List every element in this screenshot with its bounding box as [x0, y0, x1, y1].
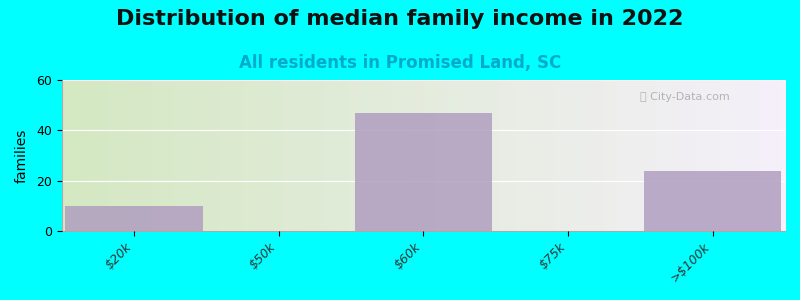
Text: Distribution of median family income in 2022: Distribution of median family income in …: [116, 9, 684, 29]
Bar: [354, 113, 492, 231]
Text: All residents in Promised Land, SC: All residents in Promised Land, SC: [239, 54, 561, 72]
Bar: [65, 206, 202, 231]
Text: ⓘ City-Data.com: ⓘ City-Data.com: [640, 92, 730, 102]
Y-axis label: families: families: [15, 128, 29, 183]
Bar: [644, 170, 782, 231]
